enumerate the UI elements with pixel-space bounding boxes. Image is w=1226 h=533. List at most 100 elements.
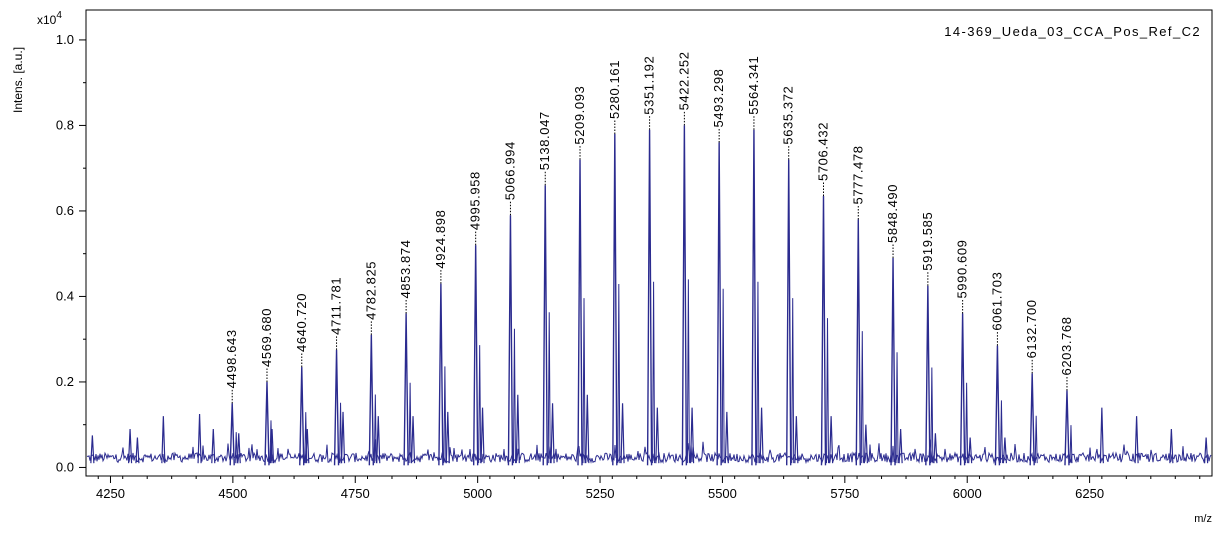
peak-shoulder — [756, 281, 760, 464]
minor-peak — [236, 433, 241, 464]
minor-peak — [410, 416, 416, 464]
y-axis: 0.0 0.2 0.4 0.6 0.8 1.0 — [56, 32, 86, 474]
y-tick-label: 0.8 — [56, 117, 74, 132]
peak-shoulder — [686, 279, 690, 464]
peak-label: 5848.490 — [885, 184, 900, 243]
minor-peak — [620, 403, 625, 464]
peak-label: 5351.192 — [642, 56, 657, 115]
peak — [612, 133, 618, 466]
minor-peak — [445, 411, 450, 464]
minor-peak — [135, 437, 140, 464]
minor-peak — [1134, 416, 1139, 464]
peak-shoulder — [930, 367, 934, 464]
peak-label: 5777.478 — [850, 145, 865, 204]
peak-label: 5209.093 — [572, 86, 587, 145]
peak-shoulder — [304, 412, 308, 464]
peak-label: 5706.432 — [815, 122, 830, 181]
minor-peak — [1002, 437, 1008, 464]
peak-shoulder — [1069, 425, 1073, 464]
minor-peak — [898, 428, 903, 464]
minor-peak — [655, 407, 660, 464]
peak-label: 4640.720 — [294, 293, 309, 352]
peak-label: 5990.609 — [955, 240, 970, 299]
minor-peak — [1099, 407, 1104, 464]
x-tick-label: 5250 — [586, 486, 615, 501]
peak-label: 5280.161 — [607, 60, 622, 119]
minor-peak — [550, 403, 555, 464]
y-tick-label: 0.6 — [56, 203, 74, 218]
minor-peak — [759, 407, 764, 464]
baseline-noise — [86, 439, 1212, 465]
peak-shoulder — [547, 312, 551, 464]
y-axis-multiplier-base: x10 — [37, 13, 57, 27]
minor-peak — [585, 394, 590, 464]
x-axis-label: m/z — [1194, 513, 1212, 525]
y-axis-multiplier-exponent: 4 — [56, 10, 62, 21]
peak-label: 5422.252 — [676, 51, 691, 110]
x-tick-label: 5000 — [463, 486, 492, 501]
minor-peak — [197, 413, 202, 464]
x-axis: 4250 4500 4750 5000 5250 5500 5750 6000 6250 — [96, 476, 1201, 501]
minor-peak — [689, 407, 695, 464]
peak-shoulder — [269, 420, 273, 464]
y-tick-label: 0.0 — [56, 459, 74, 474]
minor-peak — [1169, 428, 1174, 464]
x-tick-label: 5750 — [830, 486, 859, 501]
minor-peak — [933, 433, 938, 464]
peak-label: 5635.372 — [781, 86, 796, 145]
spectrum-trace — [86, 394, 1212, 465]
peak-shoulder — [860, 331, 864, 464]
minor-peak — [90, 435, 95, 464]
peak-label: 4711.781 — [329, 277, 344, 335]
peak-shoulder — [478, 345, 482, 464]
peak-label: 4995.958 — [468, 171, 483, 230]
peak-leader-group — [231, 111, 1068, 404]
x-tick-label: 4250 — [96, 486, 125, 501]
minor-peak — [829, 416, 834, 464]
peak — [1029, 373, 1035, 466]
peak-shoulder — [999, 400, 1003, 464]
x-tick-label: 5500 — [708, 486, 737, 501]
peak-shoulder — [721, 288, 725, 464]
peak — [333, 349, 340, 466]
minor-peak — [794, 416, 799, 464]
peak — [472, 245, 479, 466]
peak-label: 5138.047 — [537, 111, 552, 170]
peak-shoulder — [652, 281, 656, 464]
peak-shoulder — [582, 298, 586, 464]
peak-shoulder — [443, 366, 447, 464]
minor-peak — [968, 437, 973, 464]
peak-label: 6061.703 — [989, 272, 1004, 331]
peak-shoulder — [965, 382, 969, 464]
peak — [438, 283, 444, 466]
peak-label: 4569.680 — [259, 308, 274, 367]
peak-shoulder — [512, 328, 516, 464]
peak-shoulder — [408, 382, 412, 464]
peak — [264, 381, 270, 466]
minor-peak — [211, 428, 216, 464]
x-tick-label: 4500 — [218, 486, 247, 501]
peak-label: 4498.643 — [224, 329, 239, 388]
peak-shoulder — [617, 284, 621, 464]
chart-title: 14-369_Ueda_03_CCA_Pos_Ref_C2 — [944, 24, 1201, 39]
peak-label: 5066.994 — [502, 141, 517, 200]
peak-shoulder — [825, 318, 829, 464]
peak-shoulder — [234, 432, 238, 464]
minor-peak — [1204, 437, 1209, 464]
peak-label: 4924.898 — [433, 210, 448, 269]
minor-peak — [376, 416, 381, 464]
peak-label: 5564.341 — [746, 56, 761, 115]
minor-peak — [340, 411, 346, 464]
peak-shoulder — [1034, 415, 1038, 464]
x-tick-label: 4750 — [341, 486, 370, 501]
y-axis-multiplier: x104 — [37, 10, 62, 27]
peak-label: 4782.825 — [363, 261, 378, 320]
x-tick-label: 6000 — [953, 486, 982, 501]
y-axis-label: Intens. [a.u.] — [11, 47, 25, 113]
peak-label: 5919.585 — [920, 212, 935, 271]
minor-peak — [863, 424, 868, 464]
y-tick-label: 0.4 — [56, 288, 74, 303]
peak-label: 5493.298 — [711, 69, 726, 128]
peak — [299, 366, 305, 466]
